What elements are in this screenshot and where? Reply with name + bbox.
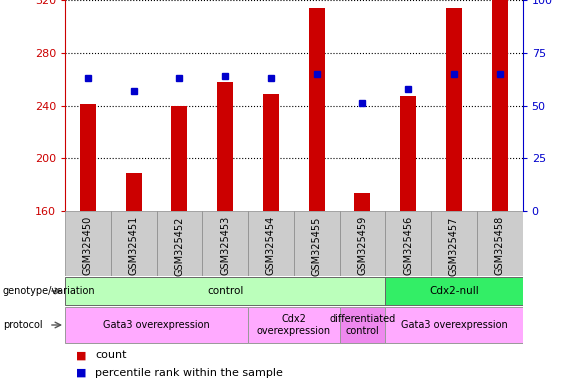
Text: ■: ■ [76, 350, 87, 360]
Bar [202, 211, 248, 276]
Bar [385, 276, 523, 305]
Text: Gata3 overexpression: Gata3 overexpression [401, 320, 507, 330]
Text: Gata3 overexpression: Gata3 overexpression [103, 320, 210, 330]
Text: count: count [95, 350, 127, 360]
Text: GSM325456: GSM325456 [403, 216, 413, 275]
Text: protocol: protocol [3, 320, 42, 330]
Text: GSM325459: GSM325459 [358, 216, 367, 275]
Bar [385, 211, 431, 276]
Text: GSM325451: GSM325451 [129, 216, 138, 275]
Text: GSM325452: GSM325452 [175, 216, 184, 276]
Bar [385, 307, 523, 343]
Bar [217, 82, 233, 211]
Text: differentiated
control: differentiated control [329, 314, 396, 336]
Bar [125, 173, 142, 211]
Bar [157, 211, 202, 276]
Bar [477, 211, 523, 276]
Text: GSM325455: GSM325455 [312, 216, 321, 276]
Bar [354, 192, 371, 211]
Bar [446, 8, 462, 211]
Bar [340, 307, 385, 343]
Text: GSM325454: GSM325454 [266, 216, 276, 275]
Bar [308, 8, 325, 211]
Bar [65, 307, 248, 343]
Bar [492, 0, 508, 211]
Text: control: control [207, 286, 244, 296]
Bar [294, 211, 340, 276]
Text: genotype/variation: genotype/variation [3, 286, 95, 296]
Text: GSM325458: GSM325458 [495, 216, 505, 275]
Bar [248, 307, 340, 343]
Bar [263, 94, 279, 211]
Text: ■: ■ [76, 368, 87, 378]
Bar [400, 96, 416, 211]
Bar [111, 211, 157, 276]
Bar [65, 276, 385, 305]
Text: Cdx2
overexpression: Cdx2 overexpression [257, 314, 331, 336]
Bar [340, 211, 385, 276]
Bar [248, 211, 294, 276]
Text: Cdx2-null: Cdx2-null [429, 286, 479, 296]
Bar [80, 104, 96, 211]
Text: GSM325457: GSM325457 [449, 216, 459, 276]
Bar [171, 106, 188, 211]
Bar [65, 211, 111, 276]
Text: percentile rank within the sample: percentile rank within the sample [95, 368, 283, 378]
Text: GSM325453: GSM325453 [220, 216, 230, 275]
Text: GSM325450: GSM325450 [83, 216, 93, 275]
Bar [431, 211, 477, 276]
